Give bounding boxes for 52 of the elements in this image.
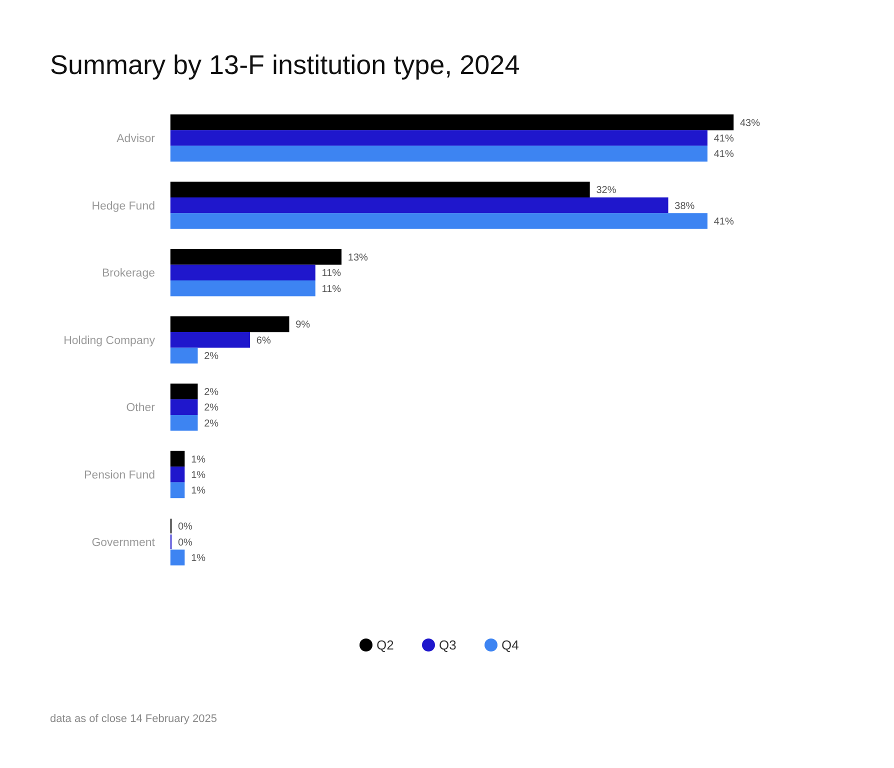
bar <box>170 114 734 130</box>
data-label: 2% <box>204 387 219 398</box>
data-label: 11% <box>322 284 342 295</box>
bar <box>170 213 708 229</box>
data-label: 1% <box>191 470 206 481</box>
data-label: 41% <box>714 149 734 160</box>
data-label: 41% <box>714 216 734 228</box>
bar <box>170 197 668 214</box>
y-tick-label: Other <box>126 402 156 414</box>
bar <box>170 384 198 400</box>
y-tick-label: Government <box>92 536 156 549</box>
data-label: 0% <box>178 522 193 533</box>
legend-label: Q2 <box>376 638 394 653</box>
chart-title: Summary by 13-F institution type, 2024 <box>50 50 520 80</box>
y-tick-label: Holding Company <box>64 334 156 347</box>
data-label: 1% <box>191 553 206 564</box>
data-label: 1% <box>191 486 206 497</box>
bar <box>170 450 185 467</box>
bar <box>170 264 316 280</box>
data-label: 43% <box>740 118 760 129</box>
bar <box>170 348 198 364</box>
bar <box>170 466 185 482</box>
bar <box>170 146 708 162</box>
data-label: 2% <box>204 351 219 362</box>
data-label: 13% <box>348 252 368 264</box>
y-tick-label: Brokerage <box>102 268 155 280</box>
data-label: 9% <box>296 320 310 331</box>
data-label: 41% <box>714 134 734 144</box>
bar <box>170 482 185 498</box>
text: data as of close 14 February 2025 <box>50 713 217 725</box>
data-label: 32% <box>596 185 616 196</box>
legend-label: Q4 <box>502 638 519 653</box>
bar <box>170 399 198 416</box>
y-tick-label: Advisor <box>116 133 156 146</box>
legend-label: Q3 <box>439 638 456 653</box>
data-label: 0% <box>178 537 193 548</box>
data-label: 1% <box>191 454 206 466</box>
bar <box>170 280 316 296</box>
data-label: 6% <box>256 335 271 346</box>
data-label: 11% <box>322 268 342 280</box>
bar <box>170 249 342 265</box>
y-tick-label: Pension Fund <box>84 470 155 482</box>
bar <box>170 182 590 198</box>
data-label: 38% <box>674 200 695 212</box>
bar <box>170 550 185 566</box>
y-tick-label: Hedge Fund <box>92 200 155 212</box>
bar <box>170 316 290 332</box>
bar <box>170 415 198 431</box>
bar <box>170 130 708 146</box>
data-label: 2% <box>204 402 219 414</box>
bar <box>170 332 250 348</box>
data-label: 2% <box>204 418 219 430</box>
